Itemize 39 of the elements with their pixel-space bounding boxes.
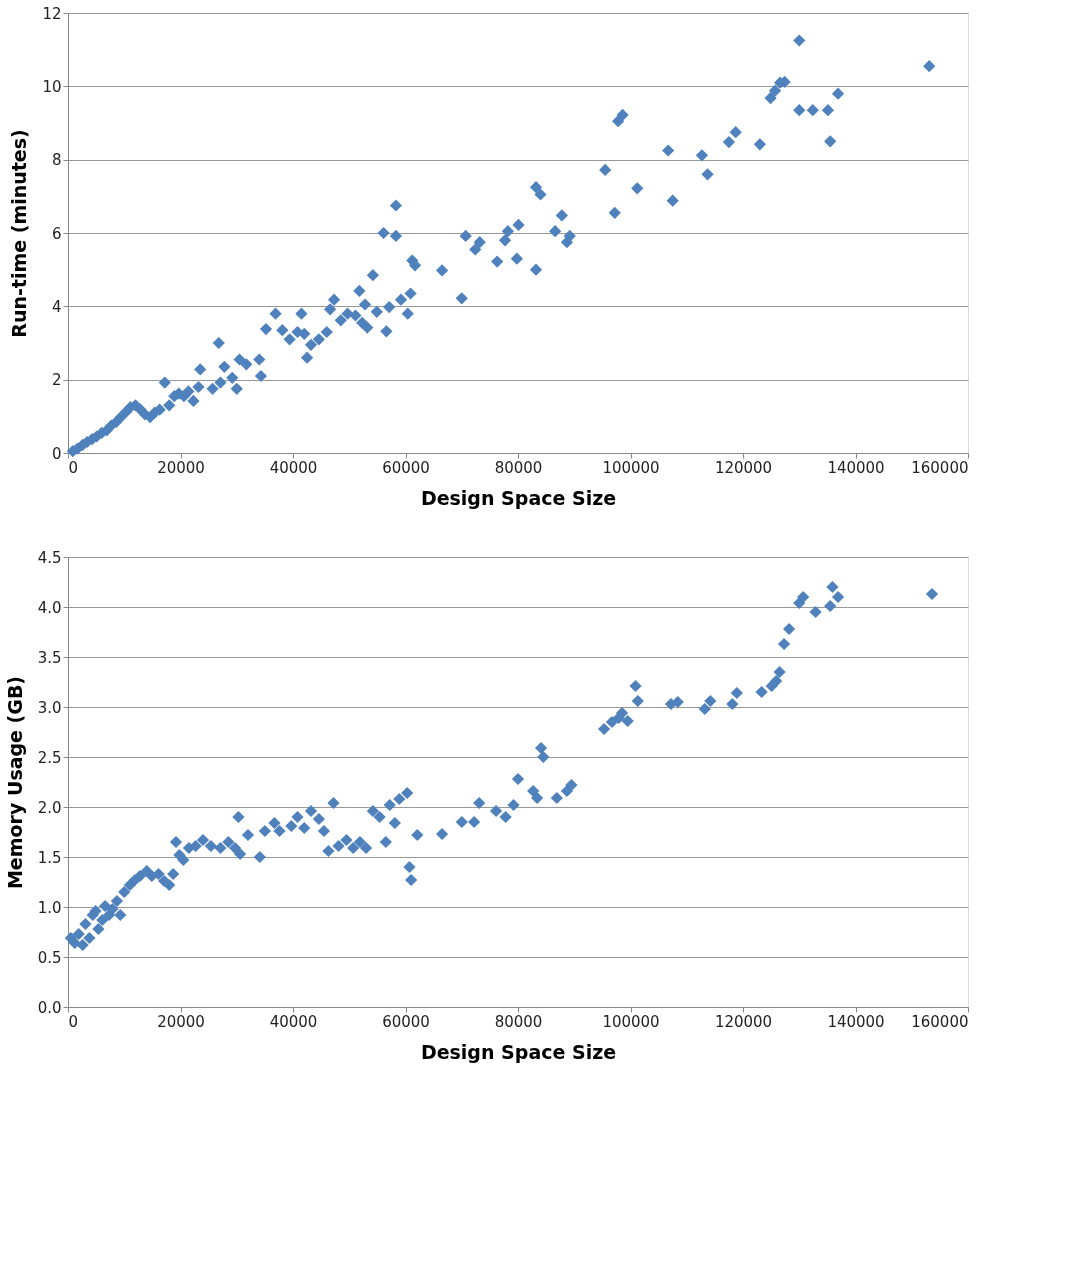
x-tick-label: 80000 xyxy=(494,1012,543,1031)
y-tick-label: 2 xyxy=(51,371,62,390)
x-tick-label: 80000 xyxy=(494,458,543,477)
x-tick-label: 100000 xyxy=(602,458,660,477)
y-tick-label: 3.0 xyxy=(37,698,62,717)
y-tick-label: 4.0 xyxy=(37,598,62,617)
x-tick-label: 20000 xyxy=(157,1012,205,1031)
y-tick-label: 0 xyxy=(51,444,62,463)
y-tick-label: 1.0 xyxy=(37,898,62,917)
x-tick-label: 120000 xyxy=(714,1012,773,1031)
x-tick-label: 60000 xyxy=(382,1012,430,1031)
x-tick-label: 120000 xyxy=(714,458,773,477)
x-tick-label: 160000 xyxy=(911,1012,969,1031)
y-tick-label: 4 xyxy=(51,297,62,316)
y-tick-label: 0.0 xyxy=(37,998,62,1017)
y-tick-label: 6 xyxy=(51,224,62,243)
y-tick-label: 1.5 xyxy=(37,848,62,867)
x-axis-title: Design Space Size xyxy=(420,1040,617,1063)
x-tick-label: 100000 xyxy=(602,1012,660,1031)
y-axis-title: Run-time (minutes) xyxy=(8,129,31,338)
y-tick-label: 12 xyxy=(42,4,62,23)
x-tick-label: 40000 xyxy=(269,1012,318,1031)
y-tick-label: 2.5 xyxy=(37,748,62,767)
x-tick-label: 40000 xyxy=(269,458,318,477)
y-tick-label: 10 xyxy=(42,77,62,96)
y-tick-label: 8 xyxy=(51,151,62,170)
x-tick-label: 140000 xyxy=(827,1012,885,1031)
y-axis-title: Memory Usage (GB) xyxy=(3,675,26,890)
x-tick-label: 0 xyxy=(68,1012,79,1031)
x-tick-label: 60000 xyxy=(382,458,430,477)
y-tick-label: 2.0 xyxy=(37,798,62,817)
y-tick-label: 3.5 xyxy=(37,648,62,667)
x-tick-label: 20000 xyxy=(157,458,205,477)
x-tick-label: 160000 xyxy=(911,458,969,477)
y-tick-label: 0.5 xyxy=(37,948,62,967)
x-tick-label: 140000 xyxy=(827,458,885,477)
y-tick-label: 4.5 xyxy=(37,548,62,567)
x-tick-label: 0 xyxy=(68,458,79,477)
x-axis-title: Design Space Size xyxy=(420,486,617,509)
